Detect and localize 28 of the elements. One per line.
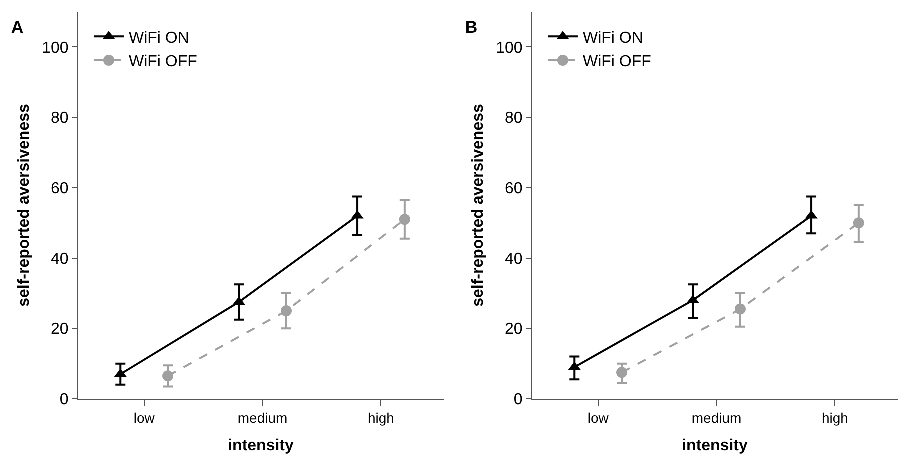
legend-label: WiFi ON bbox=[128, 30, 190, 47]
y-tick-label: 20 bbox=[51, 321, 69, 338]
y-tick-label: 0 bbox=[60, 392, 69, 409]
legend-label: WiFi ON bbox=[582, 30, 644, 47]
y-tick-label: 40 bbox=[505, 250, 523, 268]
x-tick-label: low bbox=[588, 410, 610, 426]
legend-label: WiFi OFF bbox=[128, 54, 198, 71]
y-tick-label: 40 bbox=[51, 250, 69, 268]
chart-title: A bbox=[11, 18, 24, 37]
y-tick-label: 20 bbox=[505, 321, 523, 338]
x-tick-label: medium bbox=[692, 410, 742, 426]
x-axis-title: intensity bbox=[682, 438, 748, 454]
y-tick-label: 100 bbox=[496, 40, 523, 57]
x-tick-label: high bbox=[822, 410, 848, 426]
y-tick-label: 100 bbox=[42, 40, 69, 57]
y-tick-label: 60 bbox=[505, 180, 523, 198]
chart-title: B bbox=[465, 18, 478, 37]
y-tick-label: 80 bbox=[51, 110, 69, 128]
x-tick-label: medium bbox=[238, 410, 288, 426]
y-tick-label: 0 bbox=[514, 392, 523, 409]
x-tick-label: high bbox=[368, 410, 394, 426]
legend-label: WiFi OFF bbox=[582, 54, 652, 71]
y-axis-title: self-reported aversiveness bbox=[470, 104, 487, 307]
y-axis-title: self-reported aversiveness bbox=[16, 104, 33, 307]
y-tick-label: 60 bbox=[51, 180, 69, 198]
x-tick-label: low bbox=[134, 410, 156, 426]
y-tick-label: 80 bbox=[505, 110, 523, 128]
x-axis-title: intensity bbox=[228, 438, 294, 454]
